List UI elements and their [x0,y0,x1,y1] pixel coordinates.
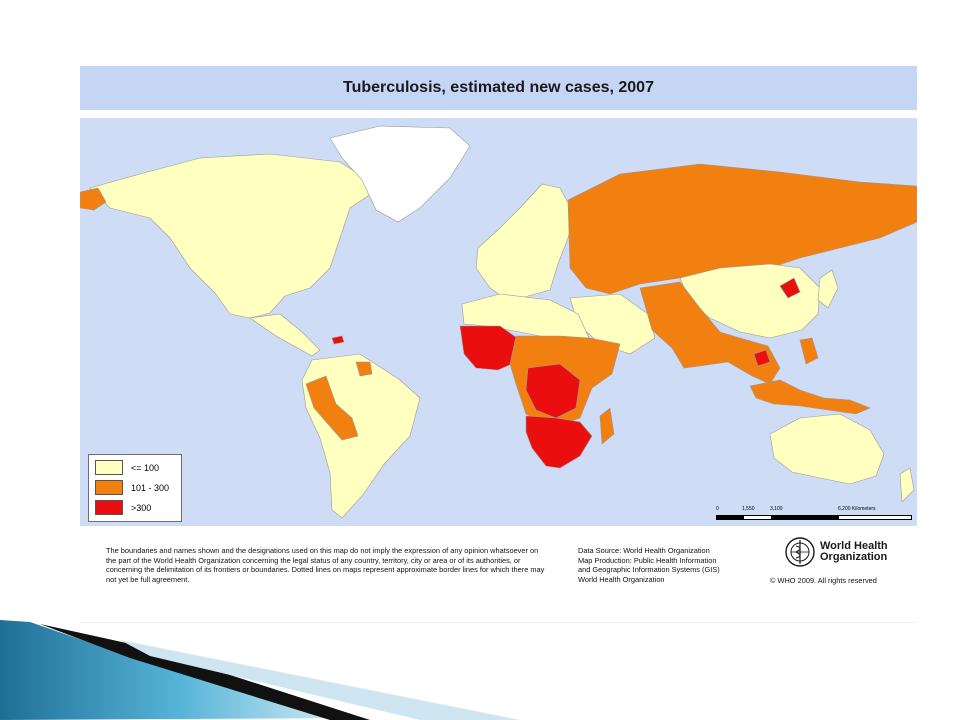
legend-label-low: <= 100 [131,462,160,473]
region-alaska-orange [80,187,107,211]
copyright-text: © WHO 2009. All rights reserved [770,576,877,585]
who-logo-text: World Health Organization [820,541,888,563]
world-map-svg [80,125,917,519]
scale-segment-1 [716,515,744,520]
region-indonesia-orange [749,379,871,415]
region-new-zealand [899,467,915,503]
disclaimer-text: The boundaries and names shown and the d… [106,546,545,584]
map-title-bar: Tuberculosis, estimated new cases, 2007 [80,66,917,110]
region-madagascar [599,407,615,445]
who-logo: World Health Organization [784,536,888,568]
source-line-4: World Health Organization [578,574,665,584]
region-australia [769,413,885,485]
footer-divider [80,622,917,623]
legend-swatch-low [95,460,123,475]
region-guyana-orange [355,361,373,377]
source-line-1: Data Source: World Health Organization [578,546,710,555]
region-japan [817,269,839,309]
region-central-america [249,313,321,357]
region-haiti [331,335,345,345]
slide-decoration [0,620,520,720]
map-legend: <= 100 101 - 300 >300 [88,454,182,522]
legend-item-low: <= 100 [95,460,159,475]
region-southern-africa-red [525,415,593,469]
legend-item-high: >300 [95,500,151,515]
scale-tick-0: 0 [716,506,719,512]
scale-tick-1: 1,550 [742,506,755,512]
source-line-3: and Geographic Information Systems (GIS) [578,565,720,574]
who-logo-line-1: World Health [820,540,888,552]
region-north-korea [779,277,801,299]
region-russia-orange [567,163,917,295]
region-cambodia [753,349,771,367]
legend-item-medium: 101 - 300 [95,480,169,495]
region-philippines-orange [799,337,819,365]
region-north-america [89,153,381,319]
scale-segment-3 [771,515,839,520]
region-europe [475,183,575,303]
region-china [679,263,821,339]
data-source-block: Data Source: World Health Organization M… [578,546,748,584]
scale-segment-4 [838,515,912,520]
scale-tick-2: 3,100 [770,506,783,512]
scale-bar: 0 1,550 3,100 6,200 Kilometers [716,506,916,524]
region-andes-orange [305,375,359,441]
legend-label-medium: 101 - 300 [131,482,170,493]
map-title: Tuberculosis, estimated new cases, 2007 [343,79,654,96]
region-greenland [329,125,471,223]
scale-tick-3: 6,200 Kilometers [838,506,876,512]
region-west-africa-red [459,325,521,371]
legend-swatch-medium [95,480,123,495]
scale-segment-2 [743,515,772,520]
source-line-2: Map Production: Public Health Informatio… [578,555,717,565]
who-emblem-icon [785,537,815,567]
legend-label-high: >300 [131,502,152,513]
legend-swatch-high [95,500,123,515]
region-central-africa-red [525,363,581,419]
who-logo-line-2: Organization [820,551,888,563]
world-map: <= 100 101 - 300 >300 0 1,550 3,100 6,20… [80,118,917,526]
